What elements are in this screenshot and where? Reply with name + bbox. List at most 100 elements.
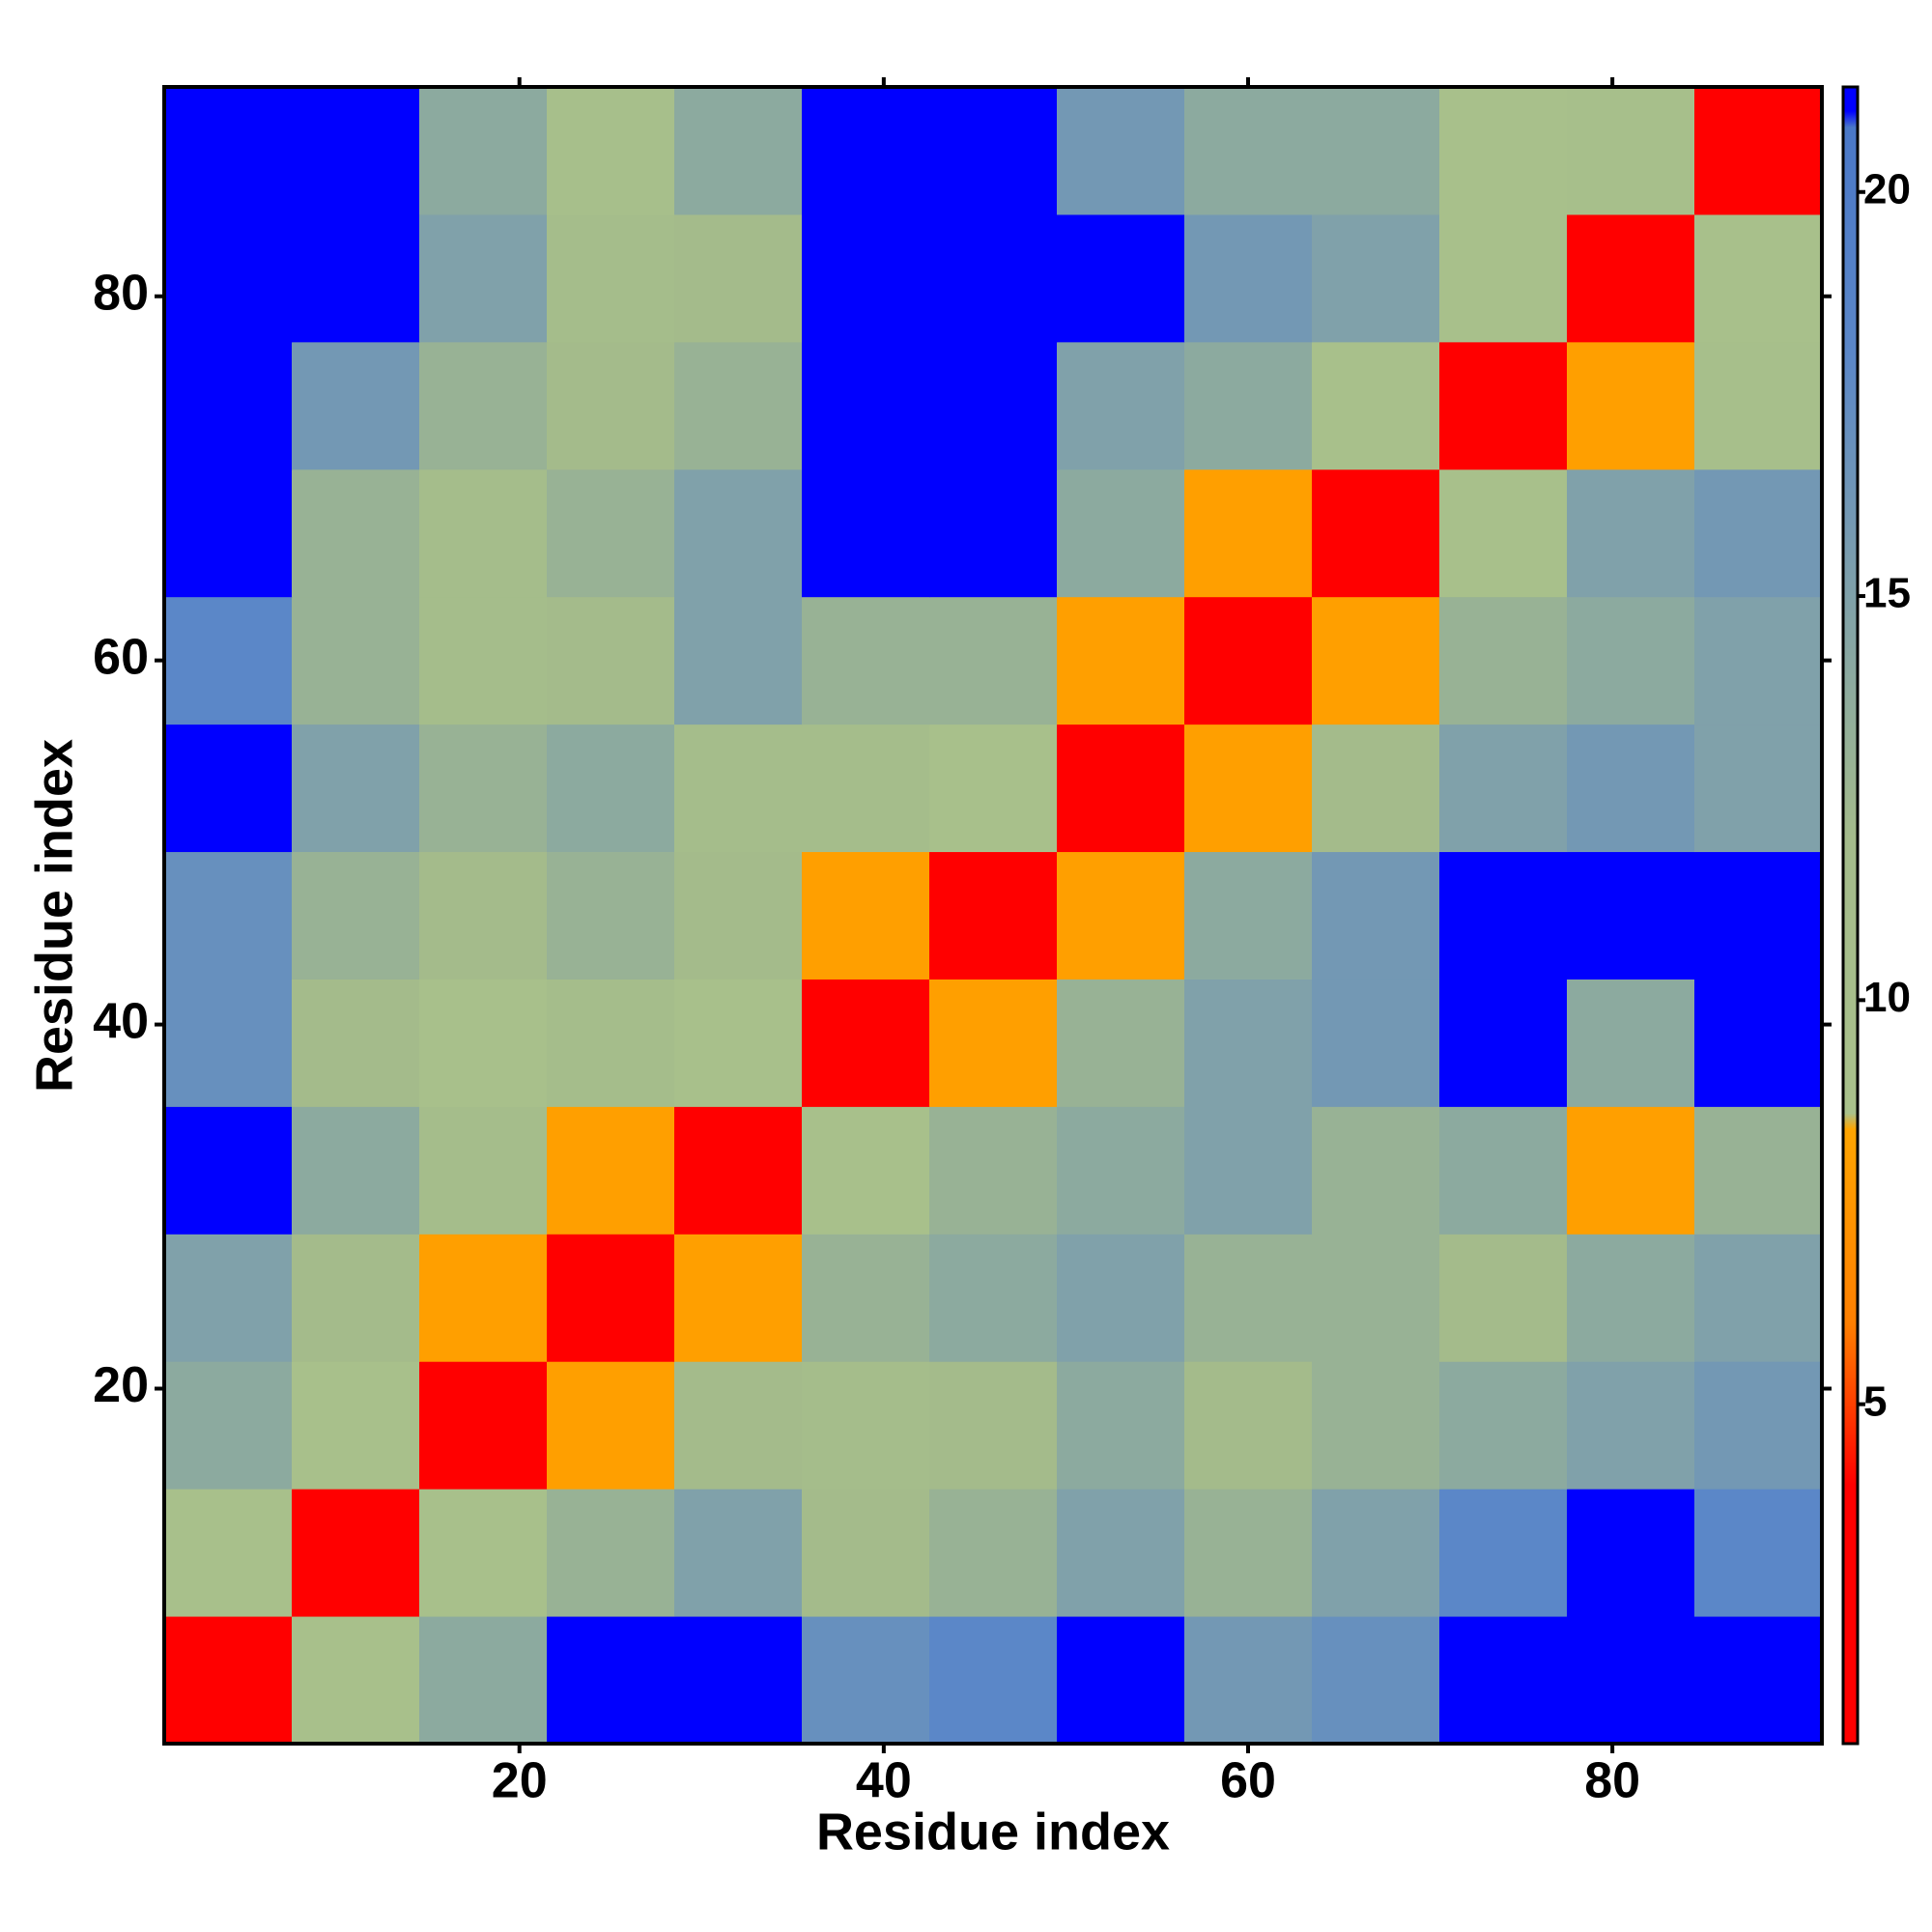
heatmap-cell [1567,851,1695,980]
heatmap-cell [929,851,1058,980]
heatmap-cell [1312,1616,1440,1745]
y-tick-label: 40 [93,993,149,1049]
heatmap-cell [419,87,548,215]
heatmap-cell [929,1489,1058,1617]
heatmap-cell [292,851,420,980]
heatmap-cell [802,1361,930,1490]
heatmap-cell [1694,1616,1823,1745]
heatmap-cell [929,341,1058,470]
heatmap-cell [547,596,675,725]
heatmap-cell [164,469,293,598]
y-axis-label: Residue index [25,739,83,1093]
heatmap-cell [802,851,930,980]
x-axis-label: Residue index [816,1803,1170,1861]
heatmap-cell [1567,1234,1695,1362]
plot-frame [162,85,1824,1746]
heatmap-cell [164,1106,293,1235]
heatmap-cell [1439,1106,1568,1235]
heatmap-cell [1694,596,1823,725]
heatmap-cell [164,596,293,725]
heatmap-cell [1184,1361,1313,1490]
heatmap-cell [1312,1361,1440,1490]
heatmap-cell [1312,596,1440,725]
heatmap-cell [674,1106,803,1235]
heatmap-cell [1184,469,1313,598]
heatmap-cell [1057,1616,1185,1745]
heatmap-cell [164,87,293,215]
heatmap-cell [419,724,548,853]
heatmap-cell [929,87,1058,215]
heatmap-cell [1057,596,1185,725]
heatmap-cell [1567,213,1695,343]
heatmap-cell [292,1361,420,1490]
heatmap-cell [1184,1234,1313,1362]
colorbar-tick-label: 10 [1863,974,1911,1021]
heatmap-cell [802,213,930,343]
heatmap-cell [1057,1106,1185,1235]
heatmap-cell [674,851,803,980]
heatmap-cell [802,87,930,215]
heatmap-cell [1694,724,1823,853]
heatmap-cell [929,1361,1058,1490]
heatmap-cell [547,979,675,1107]
heatmap-cell [292,469,420,598]
heatmap-cell [1439,469,1568,598]
heatmap-cell [419,851,548,980]
heatmap-cell [292,1234,420,1362]
heatmap-cell [1184,724,1313,853]
heatmap-cell [1694,1106,1823,1235]
heatmap-cell [164,979,293,1107]
heatmap-cell [292,1106,420,1235]
heatmap-cell [802,341,930,470]
x-tick-label: 40 [856,1753,912,1809]
heatmap-cell [1184,1106,1313,1235]
colorbar-tick-label: 5 [1863,1378,1887,1425]
heatmap-cell [419,1616,548,1745]
heatmap-cell [1312,851,1440,980]
heatmap-cell [1312,469,1440,598]
heatmap-cell [547,1234,675,1362]
heatmap-cell [547,1106,675,1235]
heatmap-cell [1312,979,1440,1107]
y-tick-label: 80 [93,265,149,321]
heatmap-cell [674,469,803,598]
heatmap-cell [674,1489,803,1617]
heatmap-cell [1567,979,1695,1107]
heatmap-cell [1567,1616,1695,1745]
heatmap-cell [1567,469,1695,598]
heatmap-cell [1057,87,1185,215]
heatmap-cell [1312,1489,1440,1617]
heatmap-cell [1694,1361,1823,1490]
heatmap-cell [547,724,675,853]
heatmap-cell [419,469,548,598]
heatmap-cell [1184,1489,1313,1617]
heatmap-cell [1567,341,1695,470]
heatmap-cell [1057,341,1185,470]
heatmap-cell [1439,87,1568,215]
heatmap-cell [1312,1234,1440,1362]
heatmap-cell [802,1106,930,1235]
heatmap-cell [292,1616,420,1745]
heatmap-cell [1567,1489,1695,1617]
heatmap-cell [547,341,675,470]
heatmap-cell [1439,724,1568,853]
heatmap-cell [1439,851,1568,980]
heatmap-cell [929,979,1058,1107]
heatmap-cell [292,213,420,343]
heatmap-cell [802,979,930,1107]
heatmap-cell [1057,469,1185,598]
heatmap-cell [802,596,930,725]
heatmap-cell [929,1616,1058,1745]
heatmap-cell [1184,851,1313,980]
heatmap-cell [1694,1489,1823,1617]
colorbar [1841,85,1860,1746]
heatmap-cell [1439,1489,1568,1617]
heatmap-cell [164,851,293,980]
heatmap-cell [164,213,293,343]
heatmap-cell [1439,979,1568,1107]
heatmap-cell [674,1361,803,1490]
heatmap-cell [547,469,675,598]
heatmap-cell [674,1616,803,1745]
heatmap-cell [1567,596,1695,725]
heatmap-cell [674,341,803,470]
